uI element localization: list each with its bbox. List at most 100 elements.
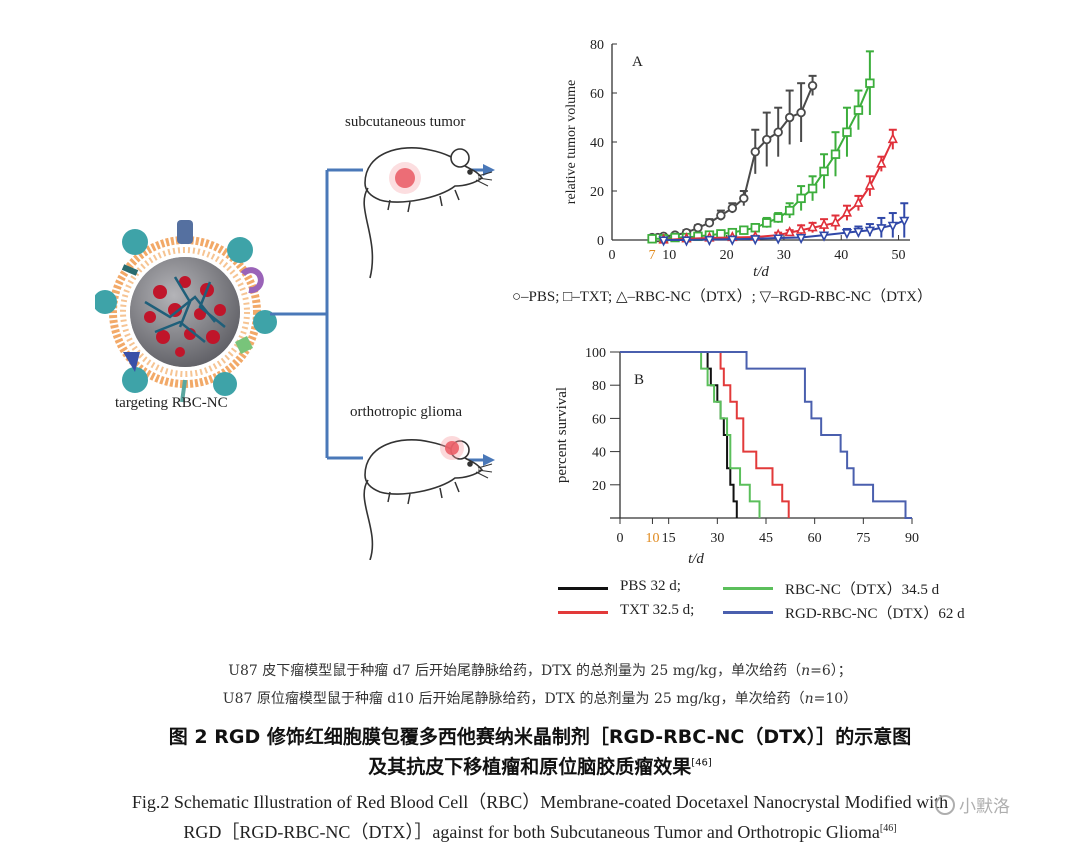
data-point — [853, 105, 864, 115]
figure-title-en-1: Fig.2 Schematic Illustration of Red Bloo… — [131, 792, 949, 812]
x-tick-label: 30 — [777, 248, 791, 263]
x-tick-label: 0 — [617, 531, 624, 546]
x-tick-label: 30 — [710, 531, 724, 546]
chart-a-legend: ○–PBS; □–TXT; △–RBC-NC（DTX）; ▽–RGD-RBC-N… — [512, 289, 932, 305]
data-point — [841, 206, 853, 217]
watermark-text: 小默洛 — [959, 797, 1010, 817]
data-point — [842, 127, 852, 137]
data-point — [807, 183, 818, 194]
y-tick-label: 80 — [590, 38, 604, 53]
schematic-drawing — [93, 147, 495, 561]
data-point — [864, 226, 875, 237]
data-point — [762, 218, 772, 228]
series-txt — [647, 50, 875, 244]
data-point — [796, 107, 806, 118]
figure-title-en-ref: [46] — [879, 823, 897, 834]
chart-b-legend: PBS 32 d; RBC-NC（DTX）34.5 d TXT 32.5 d; … — [555, 578, 1015, 624]
survival-line-blue_line — [620, 351, 912, 519]
data-point — [739, 193, 749, 204]
route-lines — [270, 168, 485, 462]
data-point — [704, 218, 715, 228]
x-tick-label: 10 — [662, 248, 676, 263]
legend-label-pbs: PBS 32 d; — [620, 578, 681, 594]
legend-label-rbc-nc: RBC-NC（DTX）34.5 d — [785, 582, 940, 598]
y-tick-label: 80 — [592, 379, 606, 394]
x-tick-label: 0 — [609, 248, 616, 263]
data-point — [784, 205, 795, 216]
data-point — [727, 235, 738, 246]
y-tick-label: 40 — [590, 136, 604, 151]
x-axis-label: t/d — [688, 551, 704, 567]
data-point — [796, 233, 807, 245]
x-tick-label: 10 — [645, 531, 659, 546]
y-tick-label: 20 — [590, 185, 604, 200]
series-line — [663, 139, 894, 241]
data-point — [693, 223, 703, 233]
data-point — [807, 80, 818, 91]
data-point — [853, 196, 864, 207]
figure-title-cn-ref: [46] — [691, 757, 712, 769]
data-point — [818, 218, 830, 229]
data-point — [647, 234, 657, 244]
data-point — [887, 221, 898, 232]
data-point — [750, 147, 760, 157]
chart-a: 0 20 40 60 80 0 7 10 20 30 40 50 relative tumor volu… — [564, 38, 910, 280]
arrow-icon — [483, 454, 495, 466]
data-point — [750, 235, 761, 246]
data-point — [658, 236, 669, 247]
nanoparticle-icon — [93, 220, 277, 403]
data-point — [773, 213, 783, 223]
legend-swatch-rbc-nc — [723, 587, 773, 590]
series-rgd_rbc_nc — [658, 202, 910, 247]
route-top-label: subcutaneous tumor — [345, 114, 466, 130]
data-point — [784, 226, 795, 237]
figure-title-cn-1: 图 2 RGD 修饰红细胞膜包覆多西他赛纳米晶制剂［RGD-RBC-NC（DTX… — [168, 726, 912, 748]
x-tick-label: 50 — [892, 248, 906, 263]
schematic — [93, 100, 515, 561]
legend-label-rgd-rbc-nc: RGD-RBC-NC（DTX）62 d — [785, 606, 965, 622]
mouse-icon — [363, 147, 493, 279]
x-tick-label: 45 — [759, 531, 773, 546]
data-point — [830, 149, 841, 159]
data-point — [876, 224, 887, 235]
data-point — [796, 223, 807, 234]
y-tick-label: 40 — [592, 446, 606, 461]
note-line-2: U87 原位瘤模型鼠于种瘤 d10 后开始尾静脉给药，DTX 的总剂量为 25 … — [0, 688, 1080, 708]
data-point — [762, 134, 772, 145]
series-line — [652, 85, 814, 239]
data-point — [899, 216, 910, 227]
route-bottom-label: orthotropic glioma — [350, 404, 463, 420]
x-tick-label: 40 — [834, 248, 848, 263]
data-point — [818, 231, 830, 242]
x-tick-label: 7 — [649, 248, 656, 263]
data-point — [807, 221, 818, 232]
legend-swatch-rgd-rbc-nc — [723, 611, 773, 614]
data-point — [876, 157, 887, 168]
data-point — [773, 234, 784, 245]
note-line-1-text: U87 皮下瘤模型鼠于种瘤 d7 后开始尾静脉给药，DTX 的总剂量为 25 m… — [228, 663, 802, 679]
x-tick-label: 15 — [662, 531, 676, 546]
legend-label-txt: TXT 32.5 d; — [620, 602, 695, 618]
note-line-1-end: =6）； — [810, 663, 852, 679]
note-line-2-text: U87 原位瘤模型鼠于种瘤 d10 后开始尾静脉给药，DTX 的总剂量为 25 … — [222, 691, 805, 707]
x-tick-label: 90 — [905, 531, 919, 546]
data-point — [727, 203, 738, 213]
data-point — [864, 179, 875, 190]
data-point — [853, 227, 864, 239]
figure-title-cn-2: 及其抗皮下移植瘤和原位脑胶质瘤效果[46] — [0, 752, 1080, 779]
data-point — [716, 210, 726, 221]
watermark: 小默洛 — [935, 792, 1010, 817]
data-point — [681, 236, 692, 247]
y-axis-label: relative tumor volume — [564, 80, 579, 204]
data-point — [784, 112, 795, 123]
legend-swatch-txt — [558, 611, 608, 614]
data-point — [841, 229, 853, 240]
panel-label: A — [632, 54, 643, 70]
survival-line-red_line — [620, 351, 790, 518]
note-line-1: U87 皮下瘤模型鼠于种瘤 d7 后开始尾静脉给药，DTX 的总剂量为 25 m… — [0, 660, 1080, 680]
data-point — [887, 132, 898, 144]
y-tick-label: 0 — [597, 234, 604, 249]
mouse-icon — [363, 436, 493, 561]
x-tick-label: 60 — [808, 531, 822, 546]
x-axis-label: t/d — [753, 264, 769, 280]
